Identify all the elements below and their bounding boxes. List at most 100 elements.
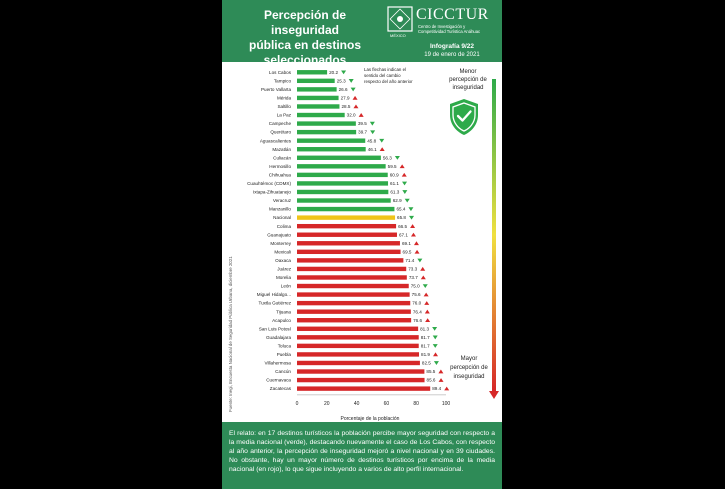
category-label: Monterrey [270,241,291,246]
bar [297,121,356,126]
bar [297,198,391,203]
bar [297,241,400,246]
scale-top-line-3: inseguridad [452,85,483,91]
category-label: León [281,284,292,289]
category-label: Hermosillo [269,164,291,169]
value-label: 89.4 [432,386,441,391]
infographic-card: Percepción de inseguridad pública en des… [222,0,502,489]
bar [297,112,345,118]
category-label: Cuernavaca [266,378,291,383]
scale-bottom-line-2: percepción de [450,365,488,371]
arrow-down-icon [369,121,375,126]
x-tick-label: 0 [296,401,299,407]
value-label: 46.1 [368,147,377,152]
scale-bottom-line-3: inseguridad [453,374,484,380]
category-label: Oaxaca [275,258,291,263]
value-label: 81.3 [420,326,429,331]
value-label: 59.5 [388,164,397,169]
value-label: 85.5 [426,369,435,374]
category-label: Guanajuato [267,232,291,237]
value-label: 66.5 [398,224,407,229]
bar [297,138,366,143]
category-label: Mazatlán [272,147,291,152]
scale-gradient-bar [492,79,496,391]
scale-top-line-2: percepción de [449,77,487,83]
arrow-up-icon [433,352,439,357]
arrow-up-icon [413,241,419,246]
bar [297,232,397,237]
value-label: 81.9 [421,352,430,357]
scale-top-line-1: Menor [459,69,476,75]
bar [297,360,420,366]
value-label: 67.1 [399,232,408,237]
arrow-down-icon [370,130,376,135]
arrow-up-icon [438,369,444,374]
category-label: Saltillo [277,104,291,109]
arrow-down-icon [433,361,439,365]
arrow-down-icon [409,215,415,220]
category-label: Tampico [274,78,292,83]
x-tick-label: 40 [354,401,360,407]
arrow-down-icon [394,155,400,160]
category-label: Mexicali [274,249,291,254]
arrow-up-icon [414,249,420,254]
bar [297,181,389,186]
title-line-3: seleccionados [263,53,347,67]
publication-date: 19 de enero de 2021 [424,52,480,58]
arrow-note-line-1: Las flechas indican el [364,67,406,72]
value-label: 65.8 [397,215,406,220]
arrow-note-line-2: sentido del cambio [364,73,401,78]
value-label: 26.6 [339,87,348,92]
header-banner: Percepción de inseguridad pública en des… [222,0,502,67]
arrow-down-icon [341,70,347,75]
arrow-down-icon [432,326,438,331]
source-note: Fuente: Inegi, Encuesta Nacional de Segu… [228,256,233,412]
category-label: Cuauhtémoc (CDMX) [247,181,291,186]
arrow-down-icon [402,190,408,194]
brand-name: CICCTUR [416,6,489,23]
category-label: Juárez [277,267,291,272]
bar [297,292,410,297]
bar [297,326,419,331]
value-label: 28.5 [341,104,350,109]
category-label: Morelia [276,275,292,280]
arrow-up-icon [420,266,426,271]
arrow-down-icon [348,79,354,83]
bar [297,300,411,306]
arrow-down-icon [350,87,356,92]
value-label: 27.9 [341,96,350,101]
value-label: 56.3 [383,155,392,160]
university-seal-icon [387,6,413,32]
category-label: Acapulco [272,318,291,323]
category-label: Culiacán [273,155,291,160]
arrow-down-icon [432,344,438,348]
bar [297,206,395,212]
infographic-title: Percepción de inseguridad pública en des… [230,8,380,68]
bar [297,283,409,289]
value-label: 20.2 [329,70,338,75]
arrow-up-icon [425,318,431,323]
brand-subtitle-line-2: Competitividad Turística Anáhuac [418,29,481,34]
arrow-up-icon [358,113,364,117]
x-axis-title: Porcentaje de la población [341,416,400,422]
bar-chart: Los Cabos 20.2 Tampico 25.3 Puerto Vallarta 2… [228,67,499,422]
arrow-up-icon [438,378,444,382]
bar [297,369,425,374]
arrow-up-icon [424,309,430,314]
arrow-up-icon [423,292,429,297]
category-label: Cancún [275,369,291,374]
value-label: 61.1 [390,181,399,186]
category-label: Los Cabos [269,70,292,75]
logo-caption: MÉXICO [390,33,406,38]
shield-check-icon [450,99,478,135]
title-line-1: Percepción de inseguridad [263,8,347,37]
category-label: Mérida [277,96,291,101]
category-label: Ixtapa-Zihuatanejo [253,190,291,195]
value-label: 81.7 [421,335,430,340]
value-label: 62.9 [393,198,402,203]
bar [297,95,339,101]
category-label: Villahermosa [265,361,292,366]
value-label: 73.3 [408,267,417,272]
title-line-2: pública en destinos [248,38,362,52]
bar [297,377,425,383]
